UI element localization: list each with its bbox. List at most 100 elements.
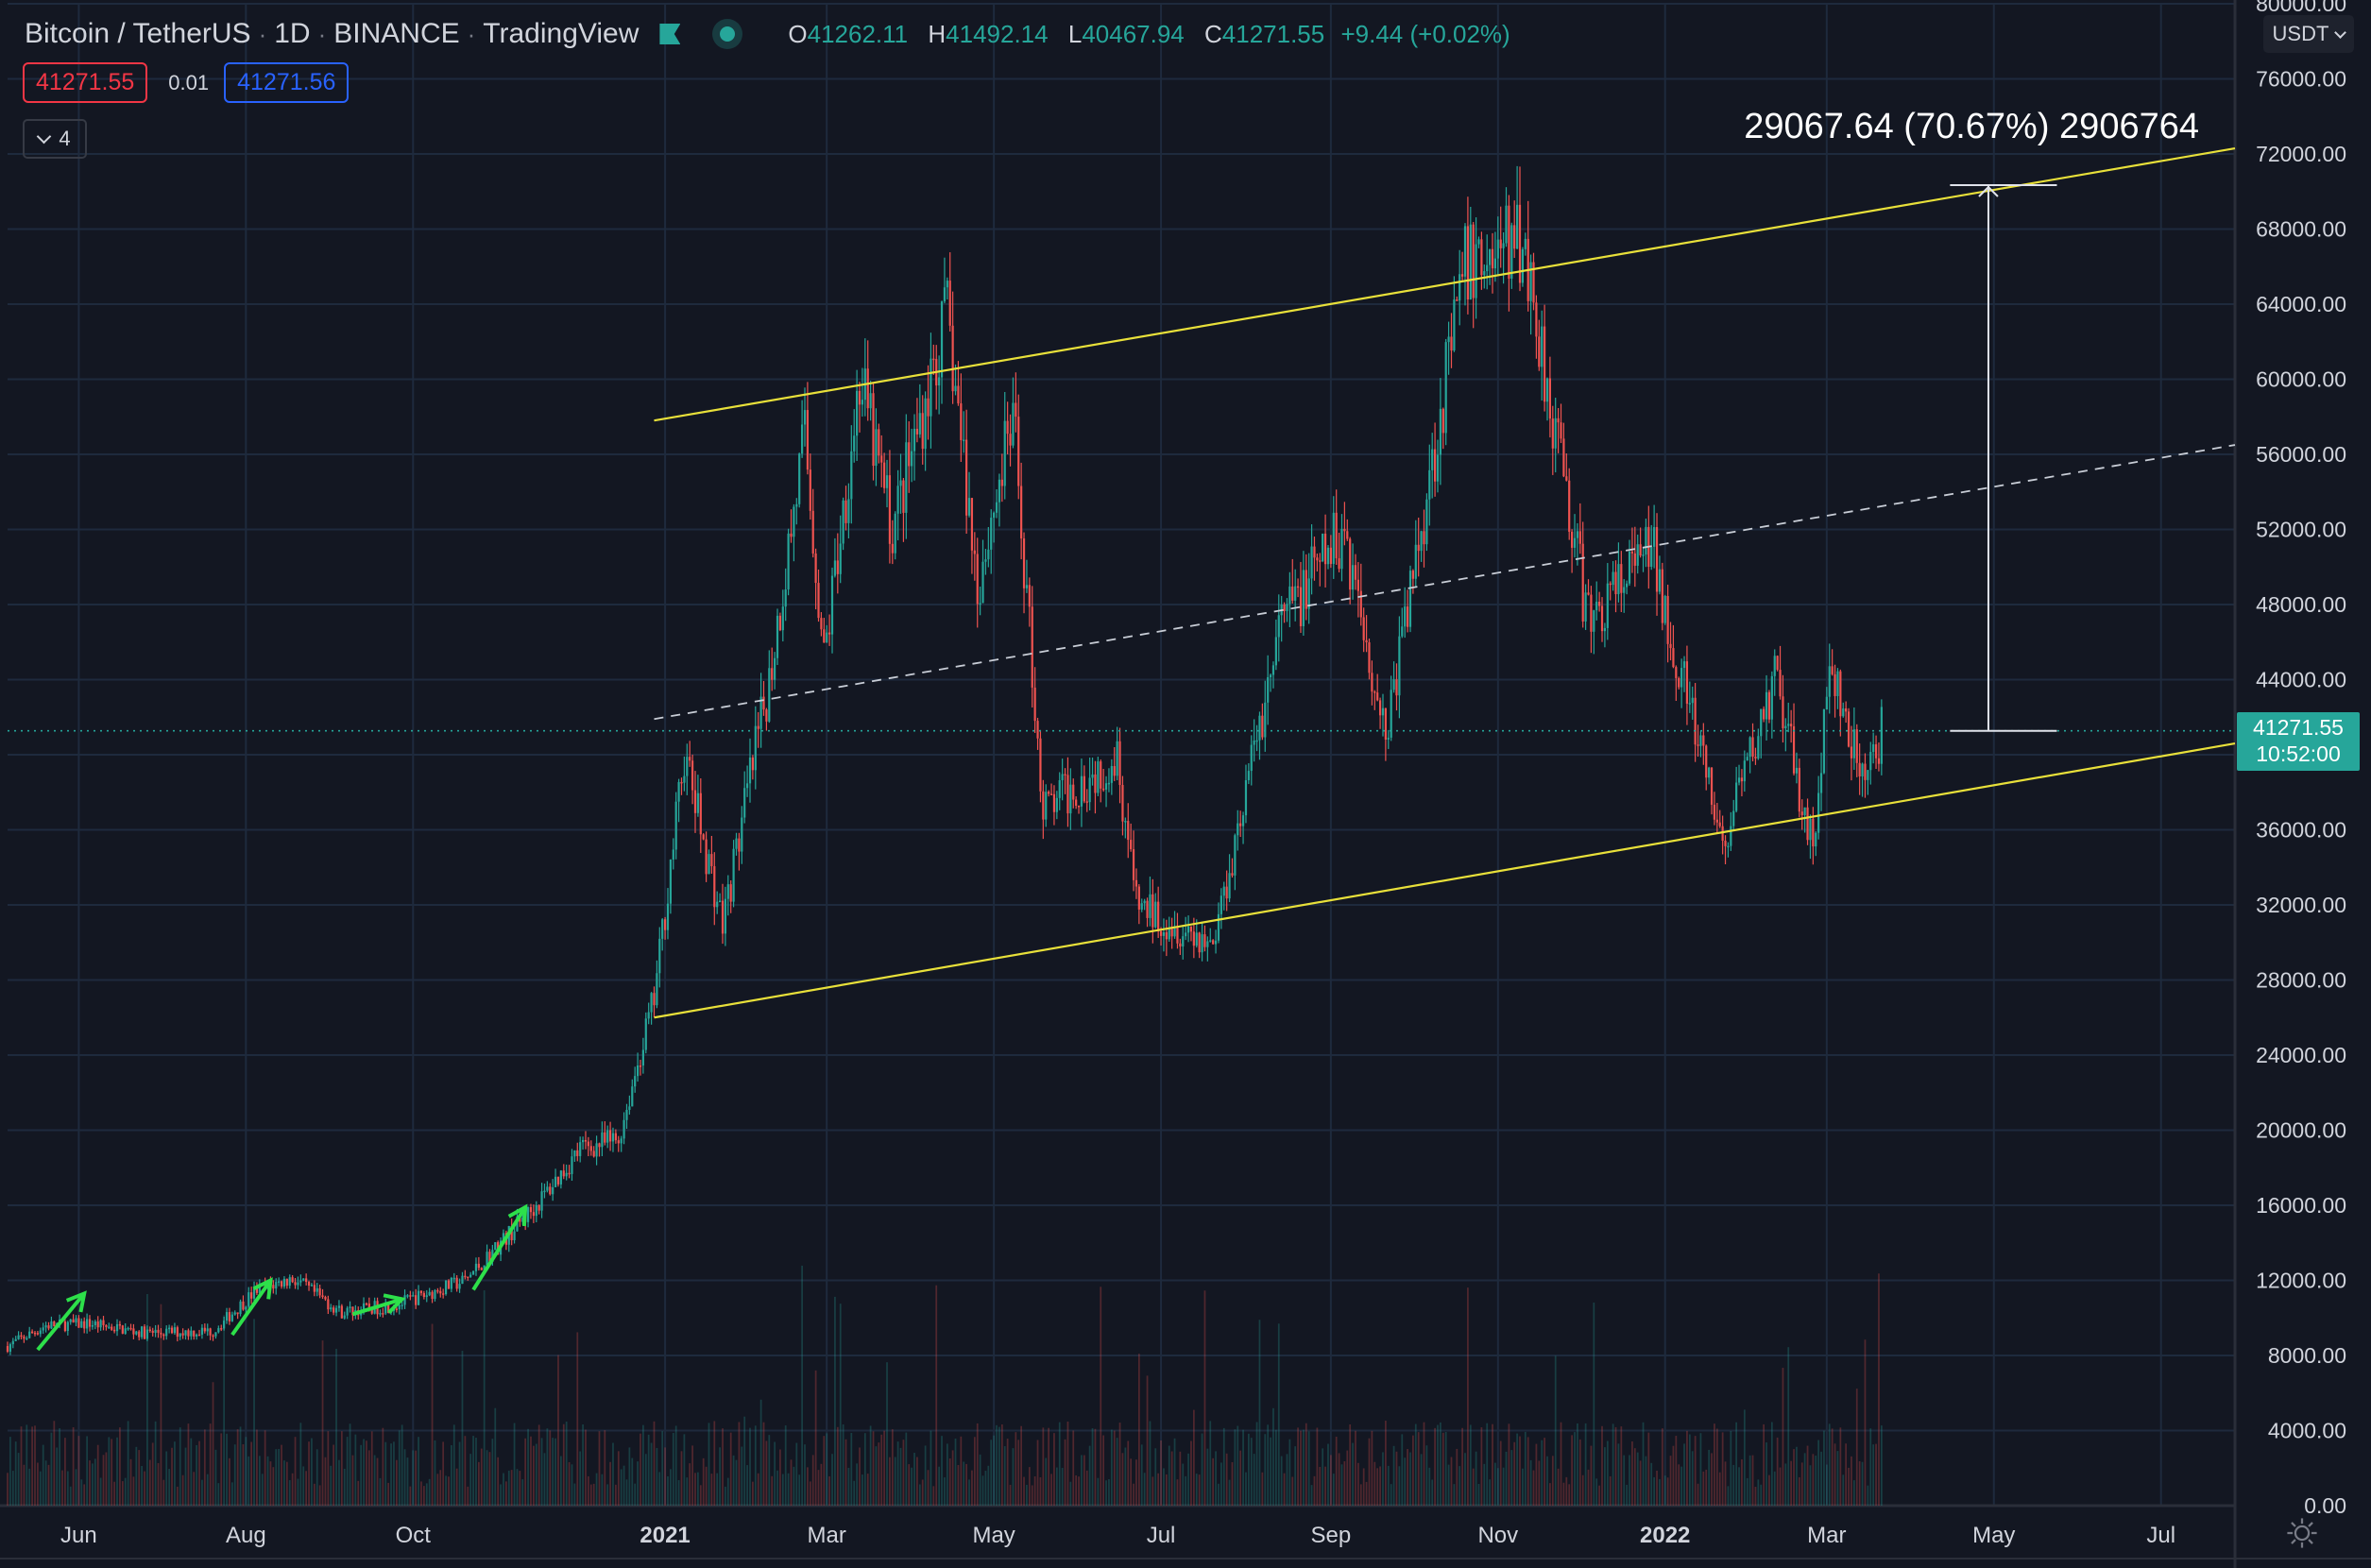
volume-bar (1499, 1440, 1502, 1506)
volume-bar (1855, 1389, 1858, 1506)
volume-bar (1316, 1427, 1319, 1506)
volume-bar (190, 1438, 193, 1506)
candle-body (1261, 715, 1264, 738)
candle-body (774, 657, 776, 680)
candle-body (1754, 757, 1757, 758)
volume-bar (1349, 1423, 1352, 1506)
volume-bar (1332, 1474, 1335, 1506)
candle-body (160, 1332, 162, 1335)
buy-button[interactable]: 41271.56 (224, 62, 350, 103)
candle-body (951, 325, 954, 392)
volume-bar (680, 1451, 683, 1506)
candle-body (1329, 547, 1332, 565)
candle-body (1283, 604, 1286, 611)
candle-body (1628, 551, 1631, 584)
volume-bar (472, 1436, 474, 1506)
volume-bar (1237, 1425, 1239, 1506)
candle-body (197, 1334, 201, 1337)
volume-bar (856, 1463, 858, 1506)
candle-body (313, 1285, 316, 1292)
volume-bar (859, 1447, 861, 1506)
volume-bar (820, 1463, 823, 1506)
volume-bar (1116, 1438, 1118, 1506)
volume-bar (1055, 1467, 1058, 1506)
volume-bar (1757, 1479, 1760, 1506)
candle-body (299, 1280, 302, 1283)
volume-bar (1554, 1355, 1557, 1506)
flag-icon[interactable] (659, 24, 681, 44)
volume-bar (1584, 1423, 1587, 1506)
volume-bar (606, 1484, 609, 1506)
interval-label[interactable]: 1D (274, 18, 311, 49)
candle-body (899, 480, 902, 486)
symbol-name[interactable]: Bitcoin / TetherUS (25, 18, 251, 49)
candle-body (439, 1290, 442, 1294)
volume-bar (1562, 1482, 1565, 1506)
volume-bar (1875, 1443, 1877, 1506)
candle-body (1877, 758, 1881, 764)
volume-bar (1831, 1428, 1834, 1506)
volume-bar (1009, 1484, 1012, 1506)
volume-bar (1587, 1469, 1590, 1506)
sell-button[interactable]: 41271.55 (23, 62, 148, 103)
volume-bar (1760, 1484, 1763, 1506)
candle-body (513, 1231, 516, 1240)
volume-bar (672, 1433, 674, 1506)
volume-bar (880, 1434, 883, 1506)
volume-bar (23, 1464, 26, 1506)
volume-bar (1050, 1474, 1052, 1506)
volume-bar (1469, 1424, 1472, 1506)
candle-body (1675, 667, 1678, 678)
symbol-header[interactable]: Bitcoin / TetherUS · 1D · BINANCE · Trad… (25, 18, 1510, 49)
candle-body (1499, 239, 1502, 248)
volume-bar (973, 1437, 976, 1506)
volume-bar (1228, 1479, 1231, 1506)
volume-bar (861, 1474, 863, 1506)
exchange-label: BINANCE (333, 18, 460, 49)
candle-body (710, 854, 713, 867)
candle-body (1576, 531, 1579, 538)
volume-bar (1083, 1455, 1085, 1506)
candle-body (1595, 602, 1598, 611)
candle-body (1137, 886, 1140, 910)
candle-body (661, 919, 664, 939)
candle-body (705, 839, 708, 875)
volume-bar (1346, 1450, 1349, 1506)
market-status-icon[interactable] (720, 26, 736, 42)
candle-body (1201, 934, 1203, 953)
candle-body (921, 413, 924, 450)
candle-body (1730, 826, 1732, 846)
volume-bar (1307, 1431, 1310, 1506)
volume-bar (1000, 1423, 1003, 1506)
candle-body (592, 1150, 595, 1157)
volume-bar (99, 1477, 102, 1506)
volume-bar (220, 1433, 223, 1506)
settings-gear-icon[interactable] (2286, 1517, 2318, 1549)
volume-bar (1209, 1421, 1212, 1506)
candle-body (628, 1106, 631, 1110)
indicators-toggle[interactable]: 4 (23, 119, 87, 159)
candle-body (718, 900, 722, 903)
volume-bar (1880, 1425, 1883, 1506)
volume-bar (839, 1304, 842, 1506)
volume-bar (844, 1439, 847, 1506)
volume-bar (1053, 1433, 1055, 1506)
volume-bar (148, 1459, 151, 1506)
candle-body (480, 1268, 483, 1270)
currency-select[interactable]: USDT (2263, 15, 2354, 53)
candle-body (340, 1305, 343, 1319)
candle-body (1439, 408, 1441, 455)
volume-bar (1088, 1445, 1091, 1506)
volume-bar (872, 1431, 875, 1506)
candle-body (170, 1327, 174, 1334)
candle-body (839, 543, 842, 574)
candle-body (1510, 225, 1513, 279)
candle-body (1685, 661, 1689, 704)
candle-body (94, 1321, 96, 1325)
candle-body (297, 1282, 299, 1286)
candle-body (946, 281, 948, 288)
candle-body (932, 358, 935, 361)
candle-body (1672, 648, 1675, 668)
candle-body (464, 1275, 467, 1278)
